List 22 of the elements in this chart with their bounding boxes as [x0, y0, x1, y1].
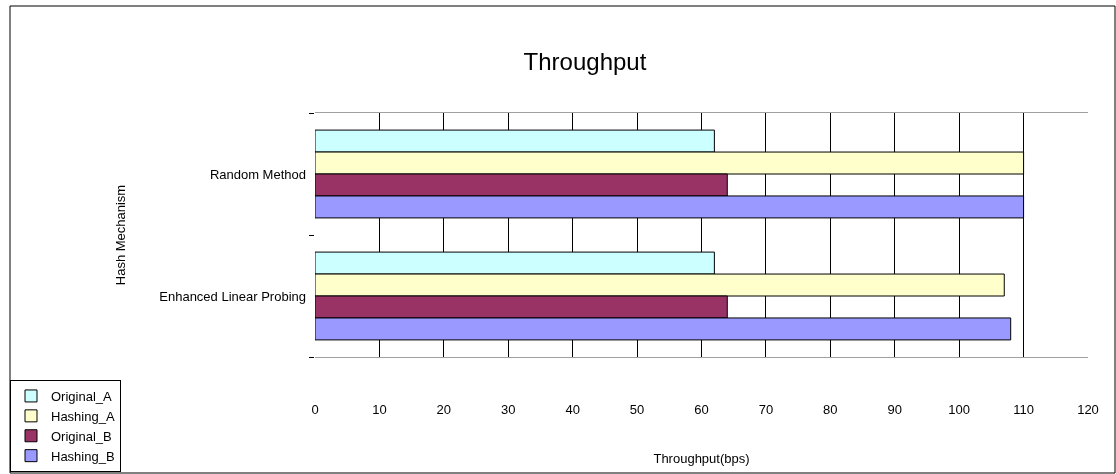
x-tick-label: 0 [311, 401, 319, 417]
x-tick-label: 80 [823, 401, 838, 417]
x-axis-title: Throughput(bps) [653, 451, 750, 467]
y-tick-label: Random Method [209, 166, 306, 182]
x-tick-label: 110 [1013, 401, 1034, 417]
legend-label: Original_A [51, 389, 113, 405]
x-tick-label: 10 [372, 401, 387, 417]
x-tick-label: 70 [758, 401, 774, 417]
y-axis-title: Hash Mechanism [113, 184, 129, 286]
x-tick-label: 30 [501, 401, 516, 417]
y-tick-label: Enhanced Linear Probing [159, 288, 306, 304]
legend-label: Hashing_A [51, 408, 115, 424]
x-tick-label: 20 [436, 401, 452, 417]
x-tick-label: 50 [629, 401, 645, 417]
chart-title: Throughput [523, 48, 647, 76]
x-tick-label: 40 [565, 401, 580, 417]
x-tick-label: 120 [1077, 401, 1099, 417]
x-tick-label: 100 [948, 401, 971, 417]
x-tick-label: 60 [694, 401, 709, 417]
x-tick-label: 90 [887, 401, 902, 417]
legend-label: Hashing_B [51, 448, 115, 464]
legend-label: Original_B [51, 428, 112, 444]
